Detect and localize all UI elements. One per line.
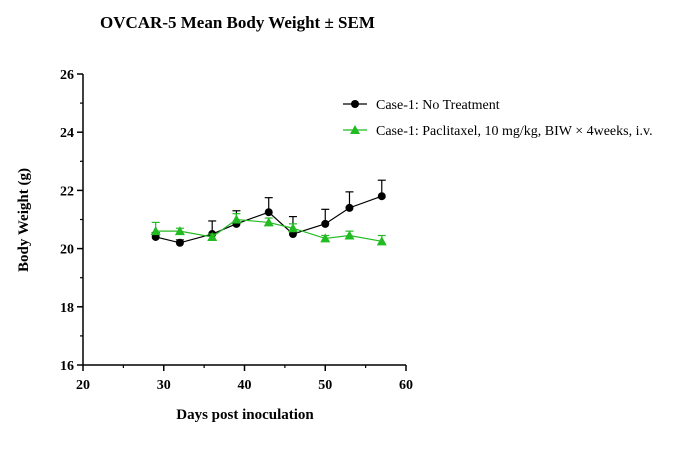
legend-label: Case-1: Paclitaxel, 10 mg/kg, BIW × 4wee… xyxy=(376,124,653,139)
data-point xyxy=(344,230,355,240)
data-point xyxy=(320,233,331,243)
x-tick-label: 60 xyxy=(399,378,413,393)
x-tick-label: 30 xyxy=(157,378,171,393)
y-tick-label: 24 xyxy=(60,126,74,141)
legend-marker xyxy=(351,100,359,108)
data-point xyxy=(231,214,242,224)
y-tick-label: 20 xyxy=(60,243,74,258)
data-point xyxy=(377,192,386,201)
data-point xyxy=(321,219,330,228)
y-tick-label: 16 xyxy=(60,359,74,374)
data-point xyxy=(263,217,274,227)
y-axis-label: Body Weight (g) xyxy=(16,168,32,272)
legend: Case-1: No Treatment Case-1: Paclitaxel, … xyxy=(343,98,653,139)
series-layer xyxy=(150,179,387,247)
legend-marker xyxy=(350,125,360,134)
series-2 xyxy=(150,213,387,246)
x-axis-label: Days post inoculation xyxy=(176,407,314,423)
y-tick-label: 26 xyxy=(60,68,74,83)
y-tick-label: 22 xyxy=(60,184,74,199)
data-point xyxy=(207,231,218,241)
data-point xyxy=(287,223,298,233)
data-point xyxy=(376,236,387,246)
data-point xyxy=(175,238,184,247)
data-point xyxy=(150,226,161,236)
x-tick-label: 40 xyxy=(238,378,252,393)
data-point xyxy=(345,203,354,212)
legend-item-2: Case-1: Paclitaxel, 10 mg/kg, BIW × 4wee… xyxy=(343,124,653,139)
y-tick-label: 18 xyxy=(60,301,74,316)
data-point xyxy=(174,226,185,236)
legend-label: Case-1: No Treatment xyxy=(376,98,500,113)
x-tick-label: 50 xyxy=(318,378,332,393)
data-point xyxy=(264,208,273,217)
axes: 20 30 40 50 60 16 18 20 22 24 26 xyxy=(60,68,413,393)
x-tick-label: 20 xyxy=(76,378,90,393)
legend-item-1: Case-1: No Treatment xyxy=(343,98,500,113)
chart-title: OVCAR-5 Mean Body Weight ± SEM xyxy=(100,13,375,32)
